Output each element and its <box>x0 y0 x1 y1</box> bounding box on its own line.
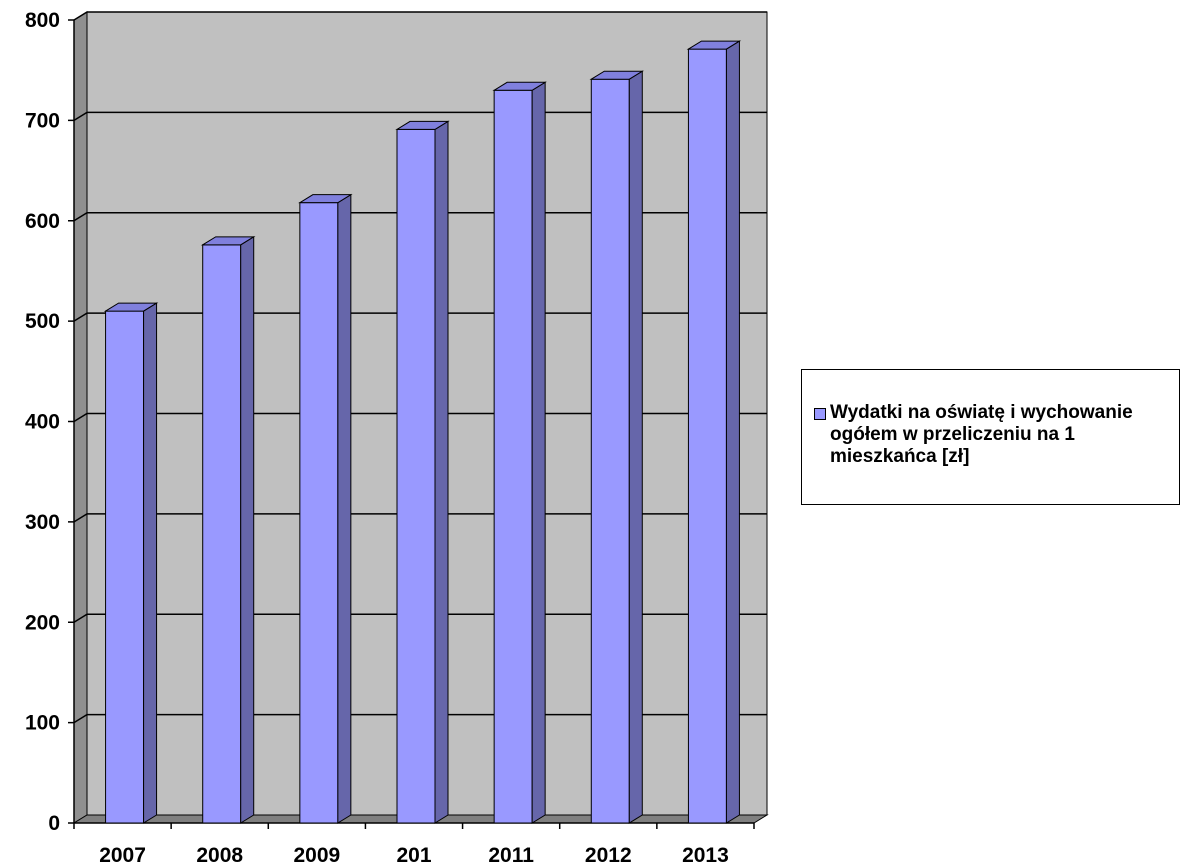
bar-side <box>143 302 158 824</box>
x-tick-label: 2012 <box>585 844 632 867</box>
y-tick-label: 500 <box>25 310 60 333</box>
bar-side <box>725 40 740 824</box>
y-axis-tick-labels: 0 100 200 300 400 500 600 700 800 <box>25 9 60 835</box>
bar-top <box>589 70 645 80</box>
bar <box>589 70 645 824</box>
gridline <box>73 11 767 21</box>
x-tick-label: 2007 <box>99 844 146 867</box>
x-tick-label: 201 <box>396 844 431 867</box>
y-tick-label: 800 <box>25 9 60 32</box>
bar-top <box>103 302 159 312</box>
legend-label: Wydatki na oświatę i wychowanie ogółem w… <box>830 402 1133 467</box>
y-tick-label: 400 <box>25 411 60 434</box>
y-tick-label: 300 <box>25 511 60 534</box>
y-tick-label: 100 <box>25 712 60 735</box>
bar-top <box>298 194 353 204</box>
y-tick-label: 0 <box>48 812 60 835</box>
bar-top <box>686 40 742 50</box>
x-tick-label: 2009 <box>293 844 340 867</box>
bar-front <box>105 310 145 824</box>
bar-front <box>299 202 339 824</box>
bar <box>686 40 742 824</box>
bar-front <box>493 89 533 824</box>
y-tick-label: 200 <box>25 611 60 634</box>
bar <box>298 193 353 824</box>
bar-front <box>590 78 630 824</box>
y-tick-label: 600 <box>25 210 60 233</box>
x-axis-tick-labels: 2007 2008 2009 201 2011 2012 2013 <box>99 844 729 867</box>
bar-front <box>202 244 242 824</box>
bar-side <box>240 235 255 824</box>
bar <box>200 235 256 824</box>
bar-top <box>395 120 450 130</box>
x-tick-label: 2013 <box>682 844 729 867</box>
bar-front <box>396 128 436 824</box>
bar-side <box>337 193 352 824</box>
y-tick-label: 700 <box>25 109 60 132</box>
bar <box>395 120 450 824</box>
bar-side <box>531 81 546 824</box>
bar-side <box>628 70 643 824</box>
bar-front <box>687 48 727 824</box>
legend: Wydatki na oświatę i wychowanie ogółem w… <box>801 369 1180 505</box>
bar <box>492 81 547 824</box>
x-tick-label: 2011 <box>488 844 534 867</box>
bar-top <box>200 236 256 246</box>
x-tick-label: 2008 <box>196 844 243 867</box>
legend-swatch <box>814 408 826 420</box>
bar <box>103 302 159 824</box>
bar-top <box>492 81 547 91</box>
bar-series <box>103 40 742 824</box>
bar-side <box>434 120 449 824</box>
